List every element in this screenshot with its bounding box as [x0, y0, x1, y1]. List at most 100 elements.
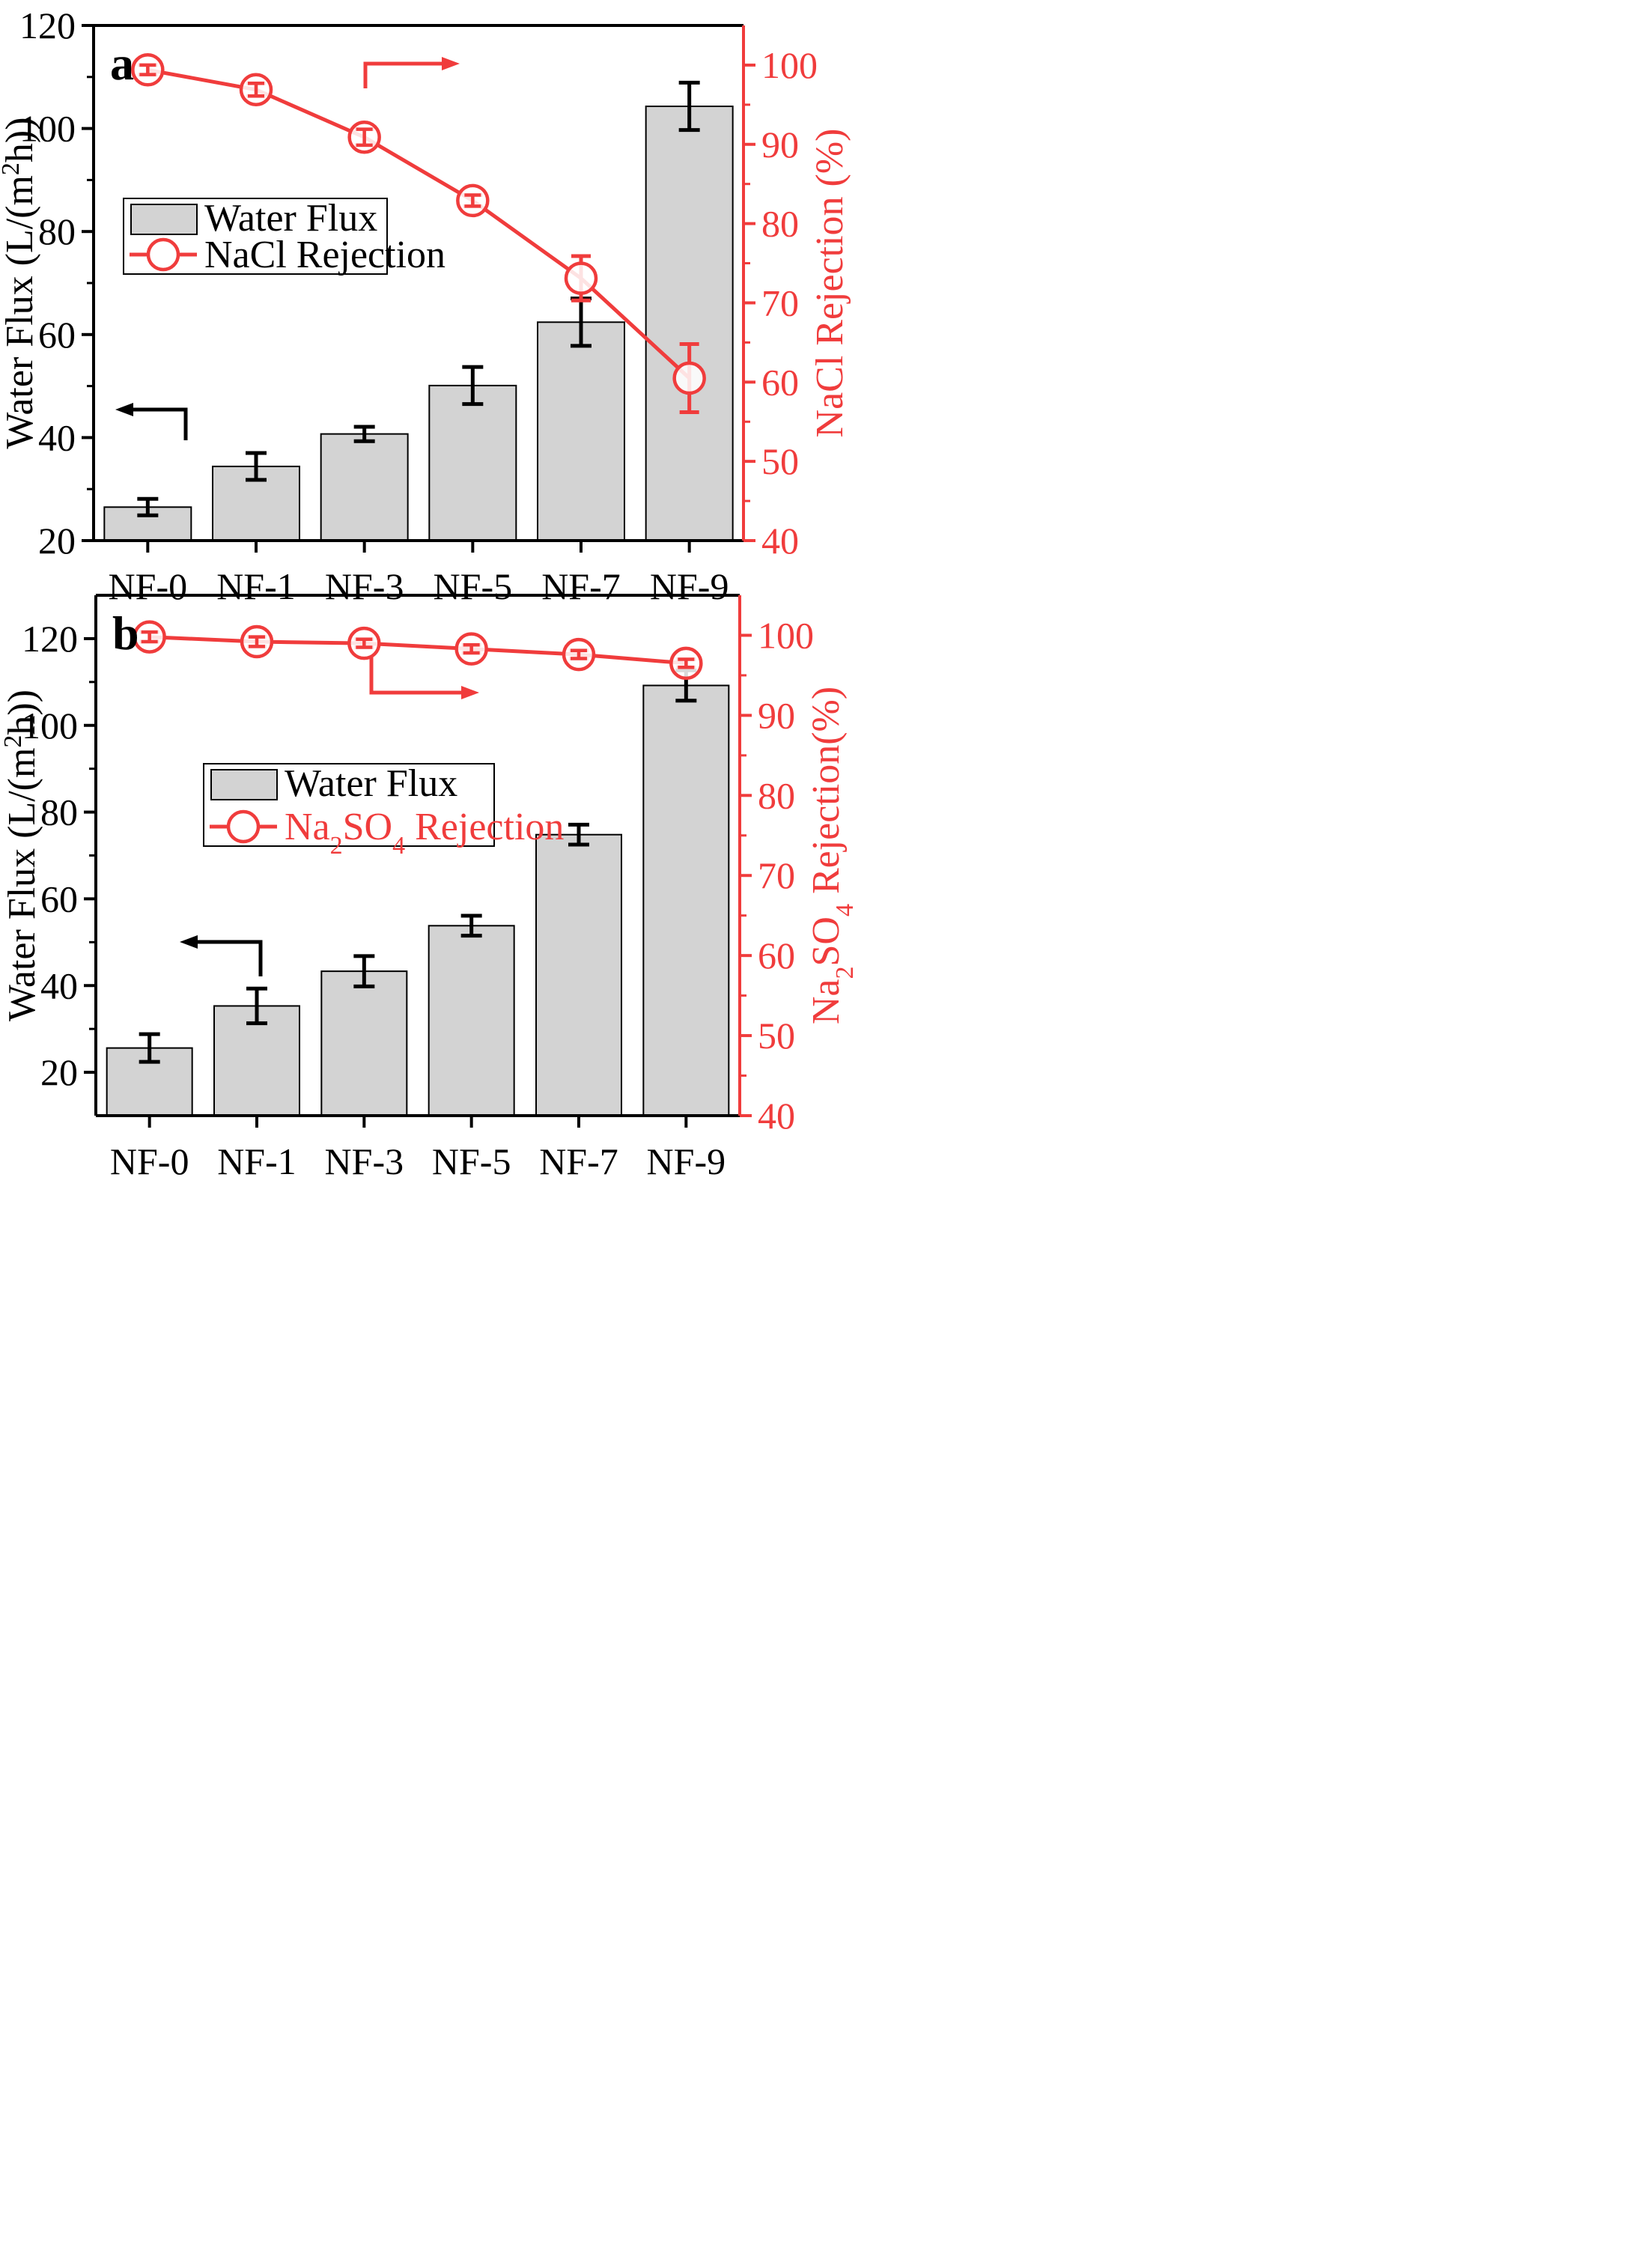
y-tick-label: 60	[40, 878, 78, 919]
label-part: NaCl Rejection (%)	[809, 129, 851, 438]
y2-axis-title: NaCl Rejection (%)	[809, 129, 851, 438]
panel-label: b	[112, 606, 139, 660]
panel-label: a	[110, 37, 134, 90]
chart-panel-a: 20 40 60 80 100 120 40 50 60 70 80 90 100 NF-0 NF-1 NF-…	[0, 4, 851, 607]
y-tick-label: 120	[22, 618, 78, 660]
label-part: h))	[0, 117, 41, 162]
line-error-bar-inner	[463, 643, 480, 655]
right-axis-arrow	[369, 657, 466, 695]
label-part: Na	[805, 979, 848, 1025]
label-part: NaCl Rejection	[204, 234, 445, 276]
rejection-line	[149, 635, 687, 666]
x-tick-label: NF-5	[434, 565, 513, 607]
y-axis-title: Water Flux (L/(m2h))	[0, 690, 43, 1021]
label-part: Water Flux (L/(m	[1, 748, 43, 1022]
y-axis-title: Water Flux (L/(m2h))	[0, 117, 41, 449]
legend-line-label: NaCl Rejection	[204, 234, 445, 276]
y-tick-label: 100	[22, 705, 78, 747]
bar-nf-9	[645, 106, 734, 542]
line-error-bar-inner	[248, 82, 264, 98]
legend-bar-swatch	[210, 769, 278, 800]
y2-tick-label: 40	[761, 520, 799, 562]
y2-tick-label: 90	[761, 124, 799, 165]
bar-error-bar	[246, 451, 267, 482]
x-tick-label: NF-3	[325, 565, 404, 607]
y-tick-label: 20	[38, 520, 76, 562]
bar-error-bar	[462, 365, 484, 407]
y2-tick-label: 50	[761, 440, 799, 482]
left-axis-arrow	[129, 407, 188, 440]
legend-marker	[226, 809, 261, 844]
y-tick-label: 20	[40, 1051, 78, 1093]
label-part: SO	[805, 916, 848, 966]
y-tick-label: 40	[40, 964, 78, 1006]
line-error-bar-inner	[139, 63, 156, 76]
line-error-bar-inner	[356, 127, 373, 148]
line-error-bar-inner	[249, 635, 265, 648]
line-error-bar-inner	[464, 193, 481, 208]
rejection-line	[147, 67, 691, 380]
bar-error-bar	[139, 1032, 160, 1064]
bar-nf-7	[537, 321, 625, 541]
label-script: 2	[831, 967, 859, 979]
label-script: 4	[831, 904, 859, 916]
bar-error-bar	[460, 913, 482, 938]
y2-tick-label: 90	[758, 694, 795, 736]
left-arrow-head	[115, 403, 133, 416]
x-tick-label: NF-9	[647, 1140, 726, 1182]
y-tick-label: 40	[38, 416, 76, 458]
bar-nf-5	[428, 925, 515, 1116]
x-tick-label: NF-0	[110, 1140, 189, 1182]
chart-panel-b: 20 40 60 80 100 120 40 50 60 70 80 90 100 NF-0 NF-1 NF-…	[0, 594, 859, 1182]
y2-tick-label: 80	[758, 774, 795, 816]
x-tick-label: NF-1	[217, 1140, 296, 1182]
right-arrow-head	[442, 57, 460, 70]
bar-error-bar	[246, 986, 267, 1026]
left-arrow-head	[180, 935, 198, 949]
y-tick-label: 80	[40, 791, 78, 833]
y2-tick-label: 70	[758, 854, 795, 896]
bar-nf-5	[428, 384, 517, 541]
y2-tick-label: 100	[758, 614, 814, 656]
label-part: Rejection(%)	[805, 687, 848, 904]
x-tick-label: NF-0	[109, 565, 188, 607]
left-axis-arrow	[193, 940, 263, 976]
bar-nf-3	[320, 970, 408, 1116]
line-error-bar-inner	[141, 630, 158, 644]
bar-error-bar	[568, 822, 589, 847]
y2-tick-label: 100	[761, 44, 818, 86]
x-tick-label: NF-7	[541, 565, 621, 607]
label-part: Na	[285, 806, 330, 848]
bar-error-bar	[678, 80, 700, 133]
legend-bar-label: Water Flux	[204, 197, 377, 240]
right-axis-arrow	[363, 61, 446, 88]
y2-tick-label: 60	[761, 361, 799, 403]
label-part: Water Flux (L/(m	[0, 175, 41, 449]
legend-bar-label: Water Flux	[285, 762, 457, 805]
y2-tick-label: 40	[758, 1095, 795, 1137]
legend-marker	[146, 237, 180, 272]
x-tick-label: NF-7	[539, 1140, 618, 1182]
bar-error-bar	[353, 954, 375, 988]
y-tick-label: 120	[19, 4, 76, 46]
x-tick-label: NF-5	[432, 1140, 511, 1182]
bar-nf-3	[320, 433, 409, 541]
label-part: Rejection	[405, 806, 564, 848]
x-tick-label: NF-9	[650, 565, 729, 607]
rejection-point-nf-9	[672, 361, 706, 395]
line-error-bar-inner	[571, 648, 587, 660]
y2-tick-label: 60	[758, 934, 795, 976]
label-part: SO	[343, 806, 392, 848]
y-tick-label: 80	[38, 210, 76, 252]
label-script: 4	[392, 832, 405, 860]
label-script: 2	[0, 735, 27, 748]
bar-error-bar	[137, 496, 159, 517]
label-part: h))	[1, 690, 43, 735]
rejection-point-nf-7	[564, 261, 598, 295]
line-error-bar-inner	[356, 637, 373, 649]
legend-line-label: Na2SO4 Rejection	[285, 806, 564, 860]
y2-tick-label: 50	[758, 1015, 795, 1057]
